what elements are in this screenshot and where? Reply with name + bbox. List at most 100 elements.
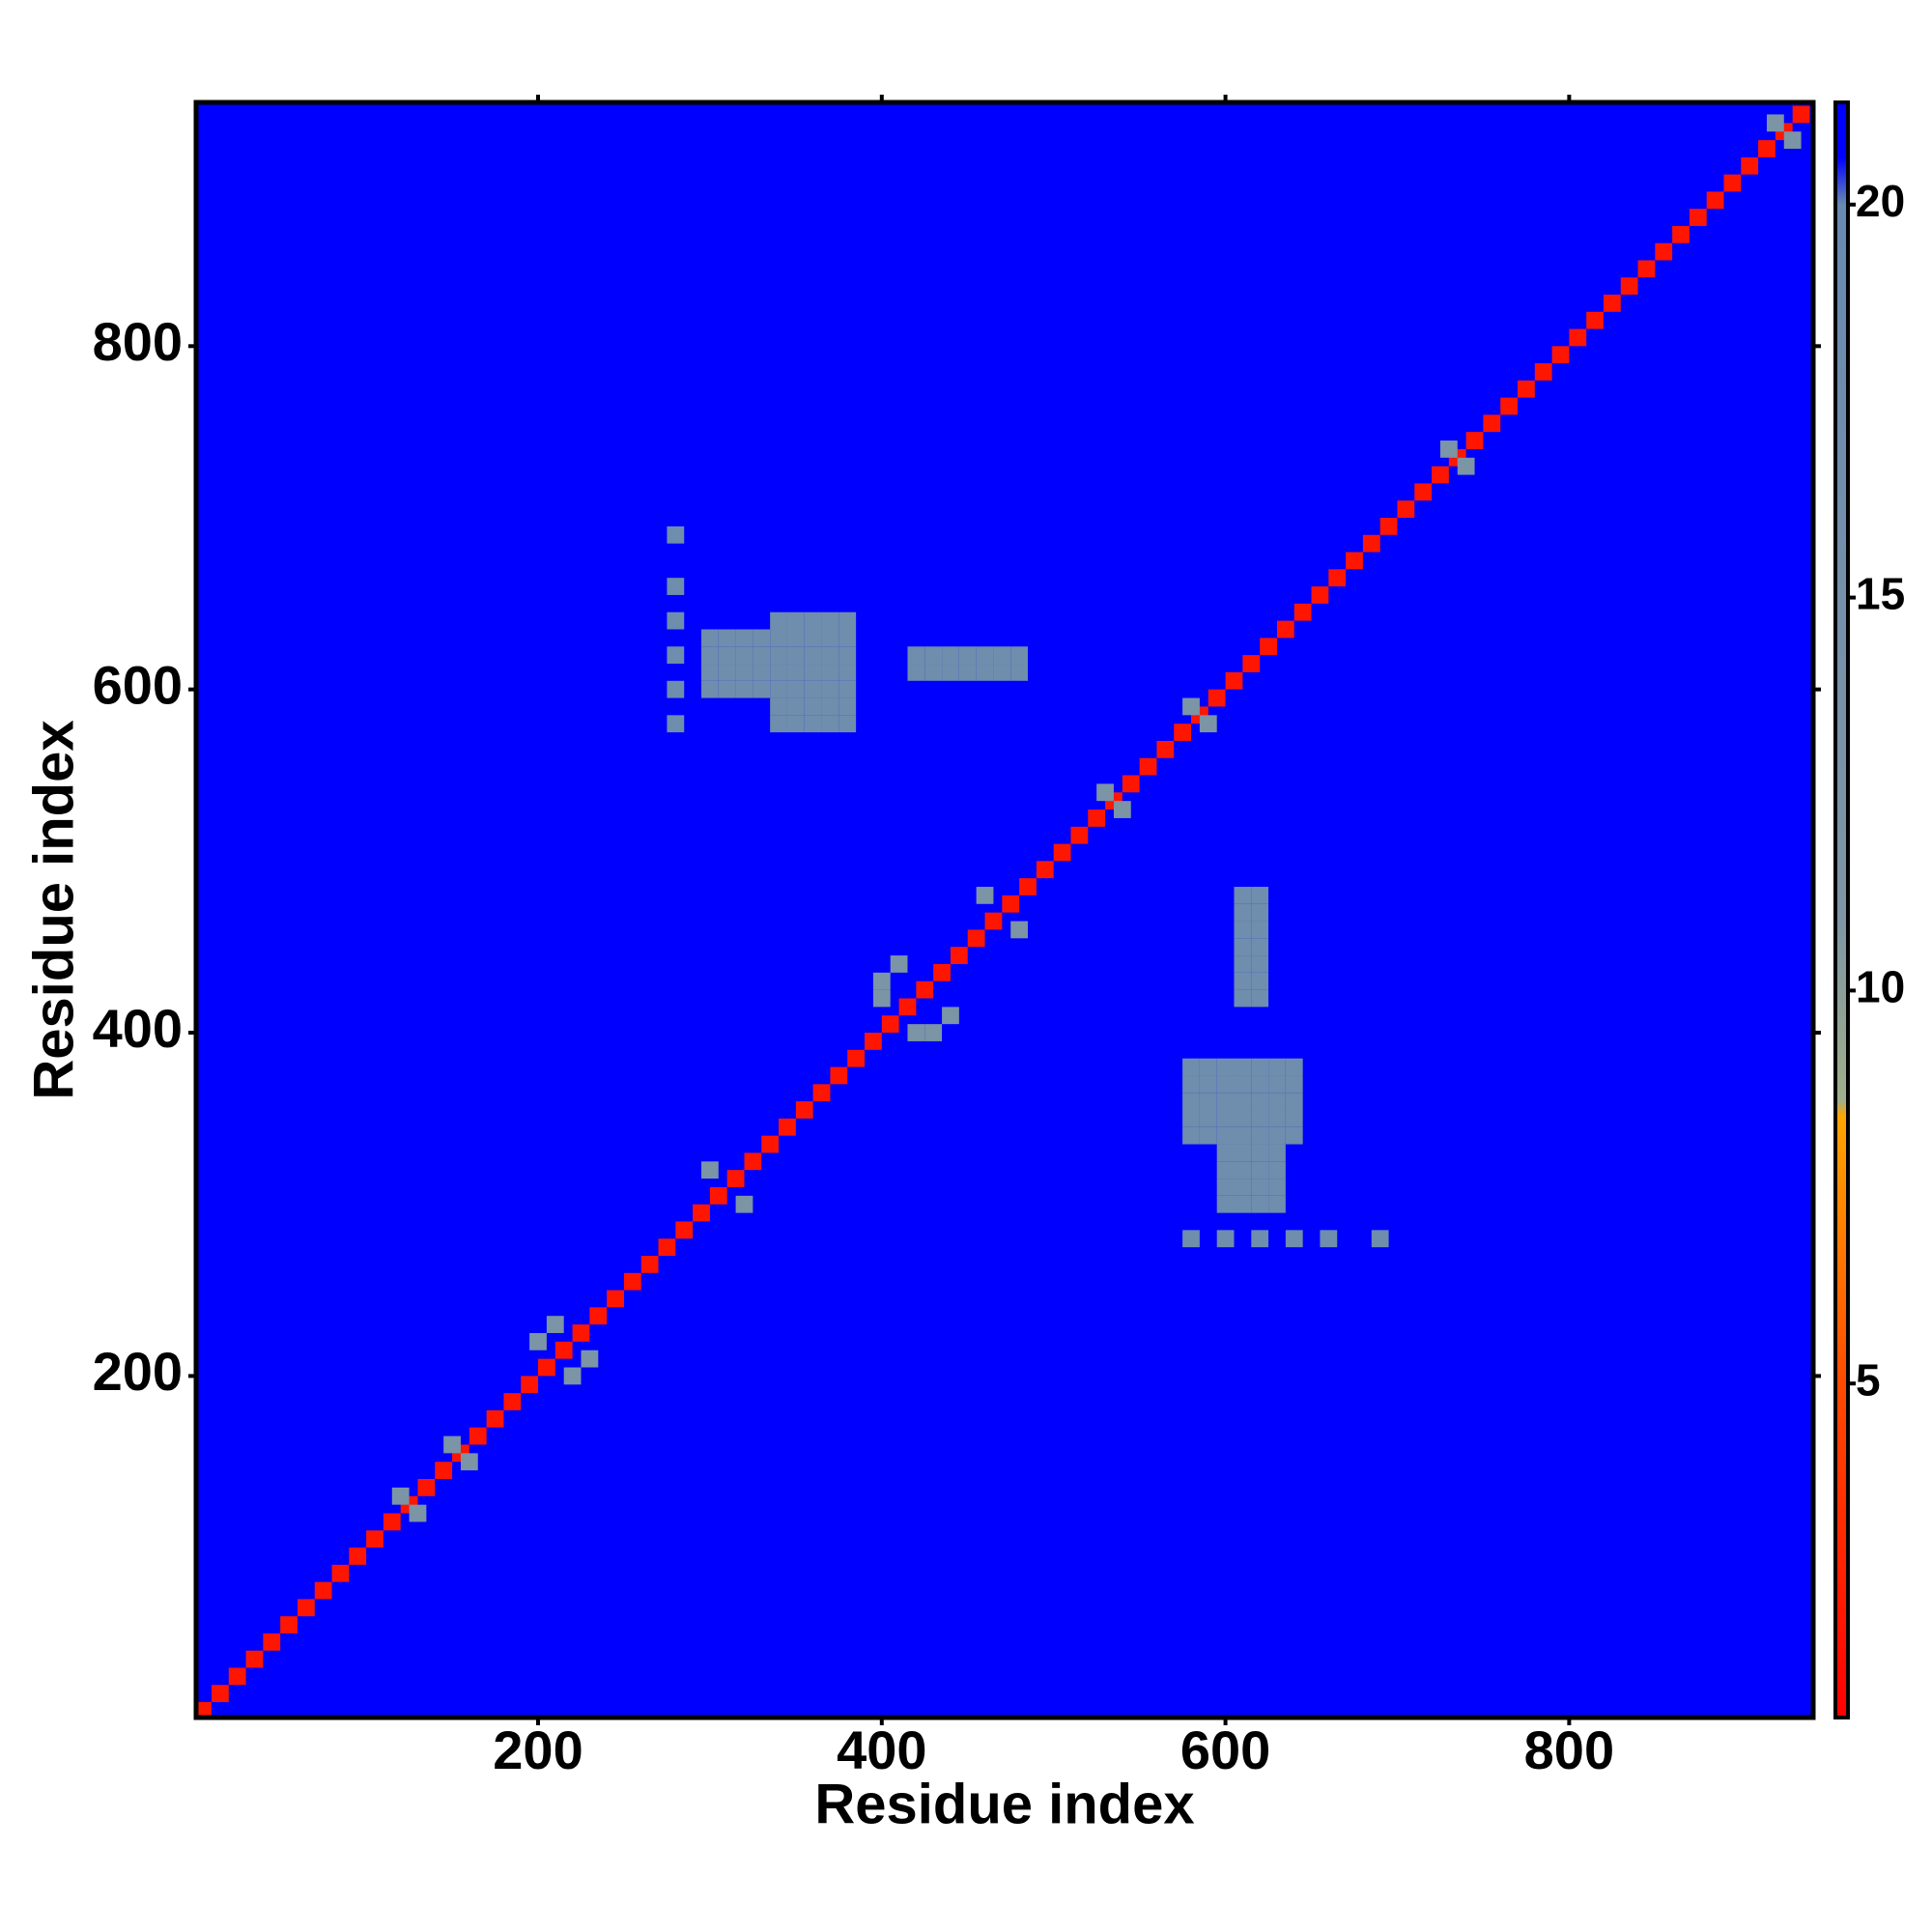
heatmap-cell bbox=[263, 1633, 281, 1651]
heatmap-cell bbox=[1113, 801, 1131, 818]
heatmap-cell bbox=[667, 578, 685, 595]
heatmap-cell bbox=[830, 1066, 848, 1085]
heatmap-cell bbox=[898, 998, 917, 1016]
heatmap-cell bbox=[786, 715, 805, 733]
heatmap-cell bbox=[770, 715, 787, 733]
heatmap-cell bbox=[1199, 1058, 1217, 1076]
heatmap-cell bbox=[1706, 191, 1724, 210]
heatmap-cell bbox=[1010, 664, 1029, 681]
heatmap-cell bbox=[1285, 1093, 1303, 1111]
heatmap-cell bbox=[1199, 1075, 1217, 1094]
heatmap-cell bbox=[838, 629, 857, 647]
heatmap-cell bbox=[804, 680, 822, 698]
heatmap-cell bbox=[1637, 260, 1656, 278]
y-tick-label: 600 bbox=[93, 654, 183, 715]
heatmap-cell bbox=[967, 929, 985, 948]
heatmap-cell bbox=[753, 629, 771, 647]
heatmap-cell bbox=[1620, 277, 1638, 296]
heatmap-cell bbox=[1216, 1144, 1235, 1162]
heatmap-cell bbox=[1260, 638, 1277, 656]
heatmap-cell bbox=[1251, 1126, 1269, 1145]
heatmap-cell bbox=[976, 664, 994, 681]
heatmap-cell bbox=[1225, 671, 1243, 690]
heatmap-cell bbox=[701, 1161, 719, 1179]
heatmap-cell bbox=[1010, 921, 1029, 939]
heatmap-cell bbox=[1251, 1144, 1269, 1162]
heatmap-cell bbox=[1019, 878, 1037, 895]
heatmap-cell bbox=[1251, 955, 1269, 973]
heatmap-cell bbox=[753, 646, 771, 665]
heatmap-cell bbox=[804, 629, 822, 647]
heatmap-cell bbox=[933, 963, 951, 981]
heatmap-cell bbox=[701, 629, 719, 647]
heatmap-cell bbox=[1320, 1230, 1338, 1248]
heatmap-cell bbox=[1414, 483, 1433, 501]
heatmap-cell bbox=[245, 1650, 264, 1668]
heatmap-cell bbox=[667, 611, 685, 630]
y-tick-label: 800 bbox=[93, 311, 183, 372]
heatmap-cell bbox=[1251, 972, 1269, 990]
heatmap-cell bbox=[786, 664, 805, 681]
colorbar-tick-label: 5 bbox=[1856, 1354, 1881, 1405]
heatmap-cell bbox=[1285, 1058, 1303, 1076]
heatmap-cell bbox=[194, 1702, 213, 1719]
heatmap-cell bbox=[667, 646, 685, 665]
heatmap-cell bbox=[1174, 724, 1192, 741]
x-tick-label: 400 bbox=[837, 1719, 926, 1780]
x-tick-label: 600 bbox=[1180, 1719, 1270, 1780]
heatmap-cell bbox=[1182, 1230, 1200, 1248]
heatmap-cell bbox=[993, 646, 1011, 665]
heatmap-cell bbox=[443, 1435, 461, 1454]
heatmap-cell bbox=[280, 1616, 298, 1634]
heatmap-cell bbox=[1311, 586, 1329, 604]
heatmap-cell bbox=[349, 1548, 367, 1565]
heatmap-cell bbox=[1156, 740, 1175, 758]
heatmap-cell bbox=[838, 680, 857, 698]
heatmap-cell bbox=[1122, 775, 1140, 793]
heatmap-cell bbox=[942, 646, 959, 665]
heatmap-cell bbox=[907, 646, 925, 665]
heatmap-cell bbox=[212, 1685, 229, 1703]
heatmap-cell bbox=[417, 1479, 436, 1496]
heatmap-cell bbox=[1285, 1126, 1303, 1145]
heatmap-cell bbox=[607, 1290, 624, 1308]
heatmap-cell bbox=[821, 664, 839, 681]
heatmap-cell bbox=[667, 715, 685, 733]
heatmap-cell bbox=[804, 611, 822, 630]
heatmap-cell bbox=[1483, 414, 1501, 433]
heatmap-cell bbox=[589, 1307, 608, 1325]
heatmap-cell bbox=[821, 697, 839, 716]
heatmap-cell bbox=[1216, 1075, 1235, 1094]
heatmap-cell bbox=[391, 1487, 410, 1505]
heatmap-cell bbox=[1397, 500, 1415, 518]
heatmap-cell bbox=[1182, 697, 1200, 716]
heatmap-cell bbox=[1534, 363, 1552, 381]
y-tick-label: 200 bbox=[93, 1341, 183, 1402]
heatmap-cell bbox=[469, 1427, 487, 1445]
heatmap-cell bbox=[786, 629, 805, 647]
heatmap-cell bbox=[872, 989, 891, 1008]
heatmap-cell bbox=[1182, 1075, 1200, 1094]
heatmap-cell bbox=[1251, 1230, 1269, 1248]
heatmap-cell bbox=[521, 1376, 539, 1394]
heatmap-cell bbox=[786, 611, 805, 630]
colorbar-tick-label: 15 bbox=[1856, 569, 1905, 619]
heatmap-cell bbox=[1723, 174, 1742, 192]
heatmap-cell bbox=[1199, 1126, 1217, 1145]
heatmap-cell bbox=[1234, 903, 1252, 922]
heatmap-cell bbox=[804, 697, 822, 716]
x-tick-label: 200 bbox=[493, 1719, 582, 1780]
heatmap-cell bbox=[1792, 105, 1810, 124]
heatmap-cell bbox=[1251, 1058, 1269, 1076]
heatmap-cell bbox=[1268, 1058, 1286, 1076]
heatmap-cell bbox=[693, 1204, 710, 1222]
heatmap-cell bbox=[804, 715, 822, 733]
heatmap-cell bbox=[1251, 921, 1269, 939]
heatmap-cell bbox=[1362, 534, 1380, 553]
heatmap-cell bbox=[1182, 1093, 1200, 1111]
heatmap-cell bbox=[1655, 242, 1673, 261]
heatmap-cell bbox=[1251, 1179, 1269, 1196]
heatmap-cell bbox=[735, 629, 753, 647]
heatmap-cell bbox=[1251, 938, 1269, 956]
heatmap-cell bbox=[701, 664, 719, 681]
